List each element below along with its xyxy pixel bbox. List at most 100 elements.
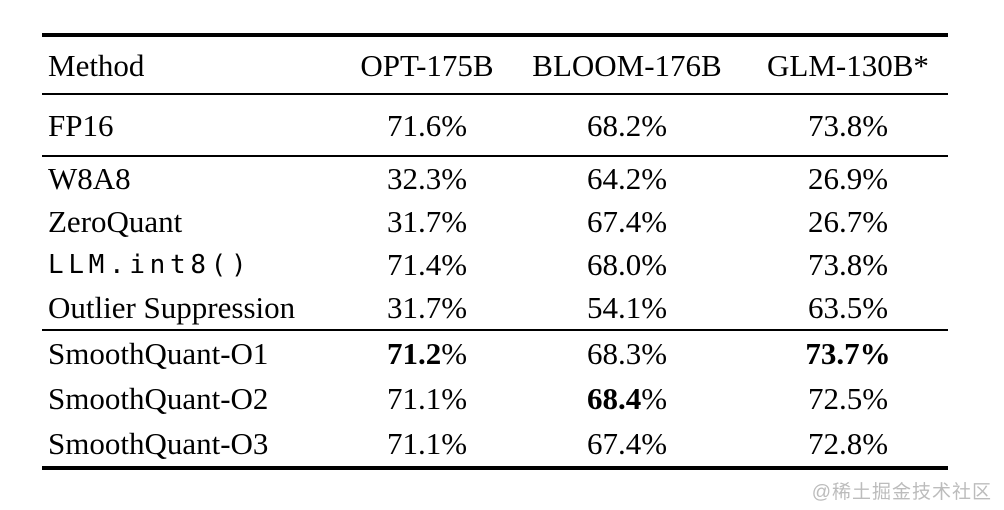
value-number: 71.1 xyxy=(386,381,442,416)
value-number: 71.4 xyxy=(386,247,442,282)
percent-sign: % xyxy=(641,336,668,371)
section-smoothquant: SmoothQuant-O1 71.2% 68.3% 73.7% SmoothQuant… xyxy=(42,330,948,468)
percent-sign: % xyxy=(862,426,889,461)
value-cell: 31.7% xyxy=(348,200,506,243)
value-cell: 67.4% xyxy=(506,200,748,243)
column-header-glm-130b: GLM-130B* xyxy=(748,35,948,95)
table-row: SmoothQuant-O3 71.1% 67.4% 72.8% xyxy=(42,421,948,468)
percent-sign: % xyxy=(641,107,668,143)
table-row: SmoothQuant-O1 71.2% 68.3% 73.7% xyxy=(42,330,948,376)
value-cell: 71.1% xyxy=(348,376,506,421)
table-row: SmoothQuant-O2 71.1% 68.4% 72.5% xyxy=(42,376,948,421)
value-number: 68.4 xyxy=(586,381,642,416)
value-cell: 71.2% xyxy=(348,330,506,376)
percent-sign: % xyxy=(641,204,668,239)
header-row: Method OPT-175B BLOOM-176B GLM-130B* xyxy=(42,35,948,95)
column-header-bloom-176b: BLOOM-176B xyxy=(506,35,748,95)
percent-sign: % xyxy=(641,426,668,461)
percent-sign: % xyxy=(441,204,468,239)
percent-sign: % xyxy=(441,161,468,196)
value-number: 68.2 xyxy=(586,107,642,143)
percent-sign: % xyxy=(859,336,891,371)
value-number: 73.8 xyxy=(807,107,863,143)
column-header-method: Method xyxy=(42,35,348,95)
value-cell: 26.7% xyxy=(748,200,948,243)
percent-sign: % xyxy=(641,290,668,325)
value-cell: 71.4% xyxy=(348,243,506,286)
value-number: 63.5 xyxy=(807,290,863,325)
percent-sign: % xyxy=(862,161,889,196)
method-cell: LLM.int8() xyxy=(48,249,252,280)
method-cell: SmoothQuant-O2 xyxy=(48,381,269,416)
value-number: 68.3 xyxy=(586,336,642,371)
section-int8-baselines: W8A8 32.3% 64.2% 26.9% ZeroQuant 31.7% 67.4% 26… xyxy=(42,156,948,330)
value-cell: 64.2% xyxy=(506,156,748,200)
value-number: 31.7 xyxy=(386,290,442,325)
value-number: 71.6 xyxy=(386,107,442,143)
value-cell: 31.7% xyxy=(348,286,506,330)
value-number: 73.8 xyxy=(807,247,863,282)
value-cell: 73.8% xyxy=(748,94,948,156)
value-cell: 73.7% xyxy=(748,330,948,376)
value-cell: 32.3% xyxy=(348,156,506,200)
table-row: Outlier Suppression 31.7% 54.1% 63.5% xyxy=(42,286,948,330)
method-cell: FP16 xyxy=(48,107,114,143)
value-cell: 63.5% xyxy=(748,286,948,330)
value-cell: 72.5% xyxy=(748,376,948,421)
percent-sign: % xyxy=(441,290,468,325)
column-header-opt-175b: OPT-175B xyxy=(348,35,506,95)
percent-sign: % xyxy=(441,247,468,282)
value-number: 54.1 xyxy=(586,290,642,325)
value-cell: 73.8% xyxy=(748,243,948,286)
value-number: 71.2 xyxy=(386,336,442,371)
table-row: FP16 71.6% 68.2% 73.8% xyxy=(42,94,948,156)
watermark: @稀土掘金技术社区 xyxy=(811,482,992,503)
percent-sign: % xyxy=(441,107,468,143)
table-row: W8A8 32.3% 64.2% 26.9% xyxy=(42,156,948,200)
percent-sign: % xyxy=(862,107,889,143)
value-cell: 68.4% xyxy=(506,376,748,421)
value-cell: 26.9% xyxy=(748,156,948,200)
method-cell: W8A8 xyxy=(48,161,131,196)
value-cell: 71.1% xyxy=(348,421,506,468)
table-row: LLM.int8() 71.4% 68.0% 73.8% xyxy=(42,243,948,286)
percent-sign: % xyxy=(641,161,668,196)
value-cell: 72.8% xyxy=(748,421,948,468)
value-number: 67.4 xyxy=(586,204,642,239)
percent-sign: % xyxy=(862,204,889,239)
value-number: 64.2 xyxy=(586,161,642,196)
results-table: Method OPT-175B BLOOM-176B GLM-130B* FP16 71… xyxy=(42,33,948,470)
value-number: 73.7 xyxy=(805,336,860,371)
percent-sign: % xyxy=(641,247,668,282)
value-cell: 71.6% xyxy=(348,94,506,156)
method-cell: ZeroQuant xyxy=(48,204,183,239)
value-number: 68.0 xyxy=(586,247,642,282)
value-number: 71.1 xyxy=(386,426,442,461)
value-cell: 54.1% xyxy=(506,286,748,330)
value-number: 72.5 xyxy=(807,381,863,416)
value-number: 26.7 xyxy=(807,204,863,239)
method-cell: SmoothQuant-O1 xyxy=(48,336,269,371)
percent-sign: % xyxy=(862,381,889,416)
section-fp16-baseline: FP16 71.6% 68.2% 73.8% xyxy=(42,94,948,156)
value-number: 67.4 xyxy=(586,426,642,461)
value-cell: 68.2% xyxy=(506,94,748,156)
value-number: 72.8 xyxy=(807,426,863,461)
value-cell: 67.4% xyxy=(506,421,748,468)
value-number: 31.7 xyxy=(386,204,442,239)
value-cell: 68.0% xyxy=(506,243,748,286)
percent-sign: % xyxy=(641,381,668,416)
percent-sign: % xyxy=(441,336,468,371)
table-row: ZeroQuant 31.7% 67.4% 26.7% xyxy=(42,200,948,243)
table-header: Method OPT-175B BLOOM-176B GLM-130B* xyxy=(42,35,948,95)
method-cell: Outlier Suppression xyxy=(48,290,296,325)
value-number: 32.3 xyxy=(386,161,442,196)
method-cell: SmoothQuant-O3 xyxy=(48,426,269,461)
percent-sign: % xyxy=(862,247,889,282)
percent-sign: % xyxy=(862,290,889,325)
value-cell: 68.3% xyxy=(506,330,748,376)
value-number: 26.9 xyxy=(807,161,863,196)
percent-sign: % xyxy=(441,426,468,461)
percent-sign: % xyxy=(441,381,468,416)
